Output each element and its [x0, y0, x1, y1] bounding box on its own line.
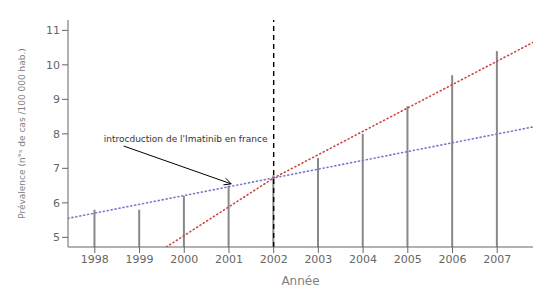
svg-text:5: 5 [53, 231, 60, 244]
svg-text:1999: 1999 [126, 253, 154, 266]
svg-text:introcduction de l'Imatinib en: introcduction de l'Imatinib en france [104, 134, 268, 144]
svg-text:6: 6 [53, 197, 60, 210]
svg-text:2001: 2001 [215, 253, 243, 266]
svg-text:2003: 2003 [304, 253, 332, 266]
svg-text:2005: 2005 [394, 253, 422, 266]
svg-text:2004: 2004 [349, 253, 377, 266]
svg-text:Prévalence (n°ˢ de cas /100 00: Prévalence (n°ˢ de cas /100 000 hab.) [17, 48, 27, 219]
svg-text:7: 7 [53, 162, 60, 175]
svg-text:11: 11 [46, 24, 60, 37]
svg-text:9: 9 [53, 93, 60, 106]
svg-text:Année: Année [281, 274, 319, 288]
svg-text:8: 8 [53, 128, 60, 141]
svg-text:2007: 2007 [483, 253, 511, 266]
svg-text:10: 10 [46, 59, 60, 72]
svg-text:2002: 2002 [260, 253, 288, 266]
svg-text:2000: 2000 [170, 253, 198, 266]
svg-text:1998: 1998 [81, 253, 109, 266]
svg-text:2006: 2006 [439, 253, 467, 266]
